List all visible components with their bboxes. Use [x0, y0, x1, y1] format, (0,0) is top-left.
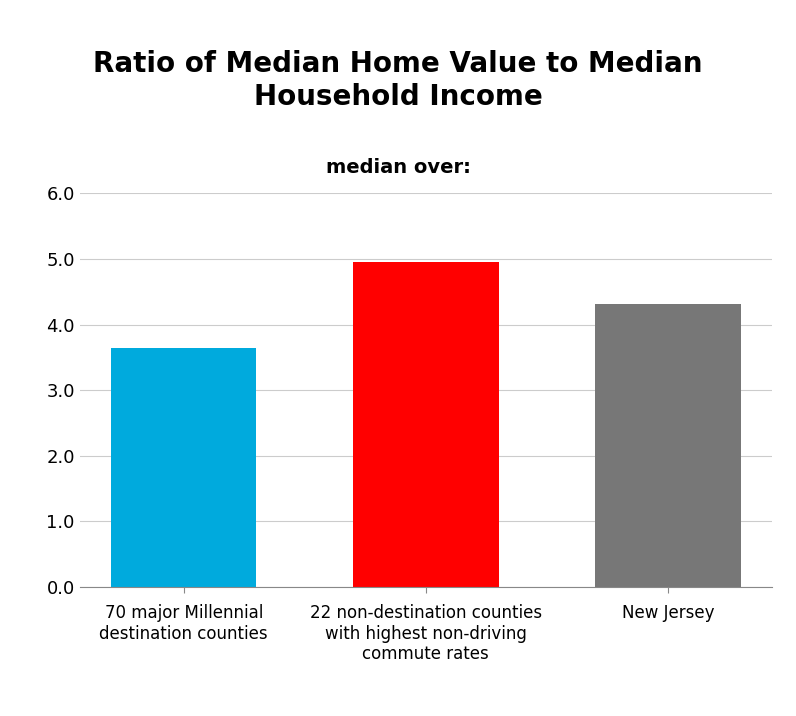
Bar [111, 347, 256, 587]
Bar [353, 262, 498, 587]
Text: median over:: median over: [326, 158, 470, 177]
Text: Ratio of Median Home Value to Median
Household Income: Ratio of Median Home Value to Median Hou… [93, 50, 703, 110]
Bar [595, 304, 740, 587]
